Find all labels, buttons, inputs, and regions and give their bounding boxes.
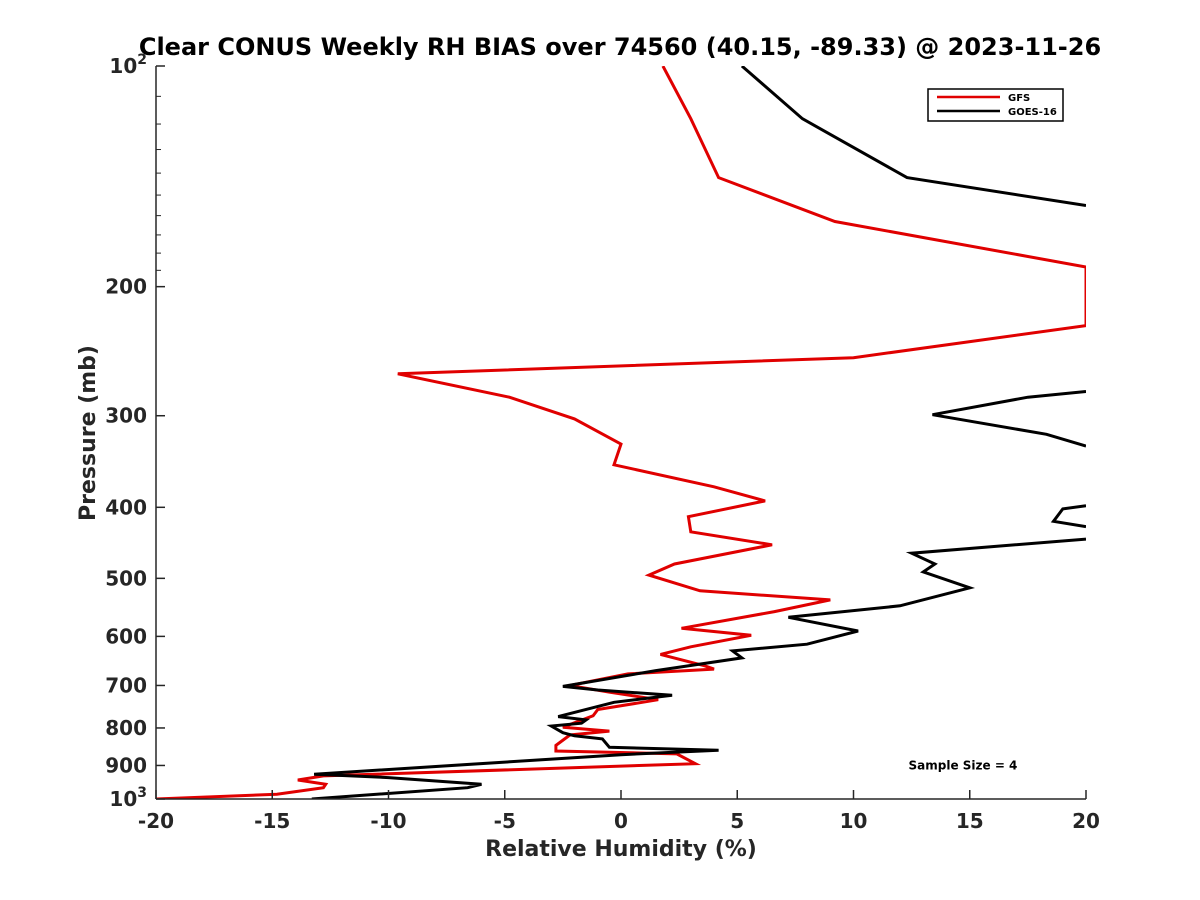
y-tick-label: 600 — [105, 624, 147, 648]
x-tick-label: 0 — [614, 809, 628, 833]
y-tick-label: 800 — [105, 716, 147, 740]
annotations: Sample Size = 4 — [909, 758, 1018, 772]
legend-box — [927, 88, 1064, 122]
y-tick-label: 103 — [109, 785, 147, 811]
legend-entry-goes-16: GOES-16 — [1008, 107, 1057, 118]
plot-area — [156, 66, 1086, 799]
y-axis-label: Pressure (mb) — [76, 345, 101, 521]
chart-title: Clear CONUS Weekly RH BIAS over 74560 (4… — [139, 33, 1101, 61]
x-tick-label: -5 — [494, 809, 516, 833]
y-tick-label: 500 — [105, 566, 147, 590]
x-tick-label: -20 — [138, 809, 174, 833]
x-tick-label: -10 — [370, 809, 406, 833]
y-tick-label: 700 — [105, 673, 147, 697]
x-tick-label: 10 — [840, 809, 868, 833]
y-tick-label: 400 — [105, 495, 147, 519]
x-tick-label: 15 — [956, 809, 984, 833]
y-tick-label: 102 — [109, 52, 147, 78]
series-line-gfs — [156, 66, 1086, 799]
series-line-goes-16 — [311, 66, 1086, 799]
y-tick-label: 200 — [105, 275, 147, 299]
x-tick-label: -15 — [254, 809, 290, 833]
x-axis-label: Relative Humidity (%) — [485, 837, 757, 862]
legend-entry-gfs: GFS — [1008, 93, 1030, 104]
sample-size-annotation: Sample Size = 4 — [909, 758, 1018, 772]
y-tick-label: 900 — [105, 753, 147, 777]
x-tick-label: 5 — [730, 809, 744, 833]
y-tick-label: 300 — [105, 404, 147, 428]
axes: -20 -15 -10 -5 0 5 10 15 20 102 200 300 400 500 600 700… — [105, 52, 1100, 833]
legend: GFS GOES-16 — [927, 88, 1064, 122]
x-tick-label: 20 — [1072, 809, 1100, 833]
